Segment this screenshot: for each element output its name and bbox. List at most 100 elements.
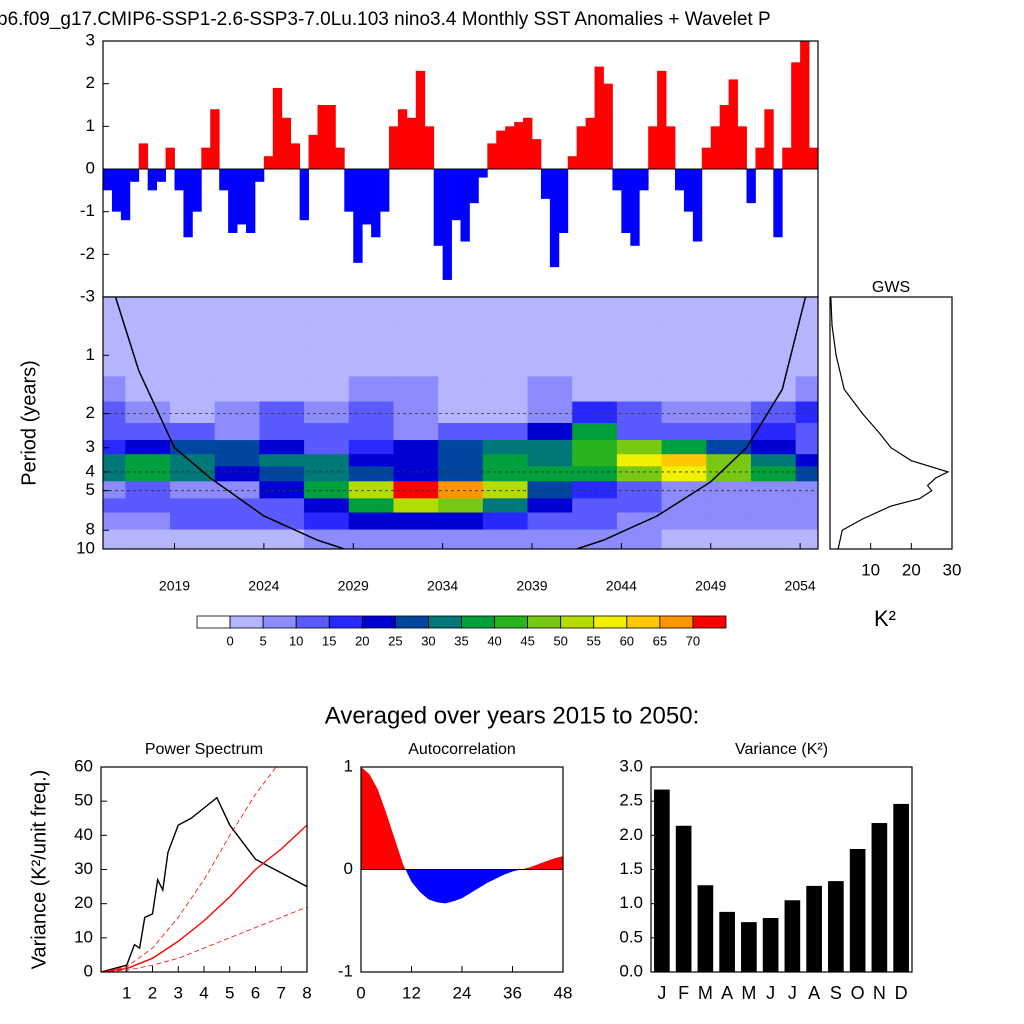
x-tick-label: M (741, 983, 756, 1003)
power-cell (616, 512, 663, 531)
bar (719, 105, 730, 169)
bar (514, 122, 524, 169)
power-cell (259, 423, 305, 441)
power-cell (125, 512, 171, 531)
power-cell (438, 498, 484, 514)
power-cell (661, 297, 707, 325)
power-cell (348, 349, 394, 377)
bar (585, 117, 595, 169)
power-cell (304, 440, 350, 455)
power-cell (170, 512, 216, 531)
power-cell (304, 466, 350, 482)
power-cell (750, 466, 797, 482)
power-cell (393, 349, 439, 377)
y-tick-label: 2.0 (619, 825, 643, 844)
power-cell (304, 481, 350, 499)
bar (710, 126, 721, 169)
x-tick-label: A (721, 983, 733, 1003)
bar (415, 70, 426, 169)
power-cell (572, 481, 618, 499)
power-cell (795, 529, 818, 549)
power-cell (750, 454, 797, 467)
bar (156, 169, 166, 182)
power-cell (706, 401, 752, 424)
colorbar-label: 5 (260, 633, 267, 648)
power-cell (304, 297, 350, 325)
x-tick-label: F (678, 983, 689, 1003)
power-cell (661, 401, 707, 424)
x-tick-label: 12 (402, 983, 421, 1002)
x-tick-label: D (895, 983, 908, 1003)
power-cell (214, 376, 260, 403)
power-cell (103, 376, 126, 403)
power-cell (795, 376, 818, 403)
bar (728, 79, 738, 169)
colorbar-box (229, 615, 264, 629)
power-cell (616, 324, 663, 351)
power-cell (103, 440, 126, 455)
x-axis-label: K² (874, 606, 896, 631)
bar (353, 169, 363, 263)
bar (621, 169, 631, 233)
power-cell (616, 466, 663, 482)
bar (183, 169, 193, 238)
power-cell (616, 498, 663, 514)
power-cell (661, 512, 707, 531)
power-cell (170, 324, 216, 351)
bar (192, 169, 202, 212)
y-tick-label: 1 (86, 116, 95, 135)
x-tick-label: J (766, 983, 775, 1003)
bar (451, 169, 461, 221)
power-cell (572, 529, 618, 549)
power-cell (795, 454, 818, 467)
x-tick-label: M (698, 983, 713, 1003)
power-cell (125, 498, 171, 514)
power-cell (348, 498, 394, 514)
power-cell (527, 466, 573, 482)
power-cell (572, 440, 618, 455)
power-cell (482, 423, 529, 441)
bar (487, 143, 497, 169)
bar (246, 169, 256, 233)
power-cell (103, 401, 126, 424)
bar (540, 169, 551, 199)
power-cell (348, 376, 394, 403)
power-cell (348, 481, 394, 499)
bar (828, 881, 844, 972)
y-tick-label: 3 (86, 30, 95, 49)
bar (594, 66, 604, 169)
power-cell (661, 454, 707, 467)
power-cell (214, 529, 260, 549)
power-cell (170, 440, 216, 455)
power-cell (527, 481, 573, 499)
colorbar-box (659, 615, 694, 629)
bar (433, 169, 444, 246)
bar (701, 147, 712, 169)
power-cell (795, 324, 818, 351)
colorbar-box (593, 615, 628, 629)
power-cell (795, 349, 818, 377)
bar (210, 109, 220, 169)
colorbar-label: 10 (289, 633, 303, 648)
power-cell (795, 297, 818, 325)
power-cell (393, 466, 439, 482)
bar (893, 803, 909, 972)
power-cell (750, 440, 797, 455)
colorbar-label: 60 (620, 633, 634, 648)
y-tick-label: 20 (74, 893, 93, 912)
power-cell (259, 376, 305, 403)
power-cell (125, 529, 171, 549)
bar (683, 169, 694, 212)
y-tick-label: 0.0 (619, 961, 643, 980)
power-cell (616, 423, 663, 441)
power-cell (482, 376, 529, 403)
power-cell (527, 498, 573, 514)
power-cell (214, 466, 260, 482)
power-cell (125, 454, 171, 467)
power-cell (259, 401, 305, 424)
bar (697, 885, 714, 972)
chart-title: p6.f09_g17.CMIP6-SSP1-2.6-SSP3-7.0Lu.103… (0, 9, 771, 30)
section-title: Averaged over years 2015 to 2050: (325, 702, 699, 729)
colorbar-label: 50 (553, 633, 567, 648)
bar (675, 169, 685, 191)
